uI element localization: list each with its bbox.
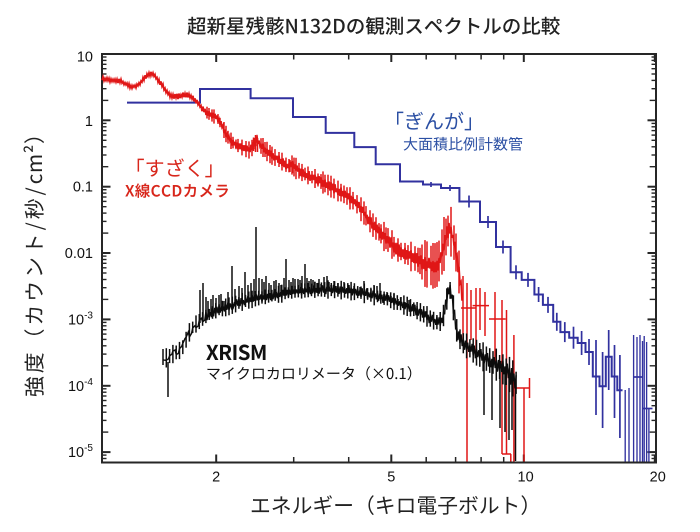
svg-text:5: 5 [387,470,395,486]
svg-text:10: 10 [518,470,534,486]
svg-text:0.1: 0.1 [73,180,93,196]
svg-text:10: 10 [77,50,93,66]
svg-text:1: 1 [85,114,93,130]
svg-text:20: 20 [650,470,666,486]
svg-text:0.01: 0.01 [65,246,93,262]
svg-text:2: 2 [212,470,220,486]
